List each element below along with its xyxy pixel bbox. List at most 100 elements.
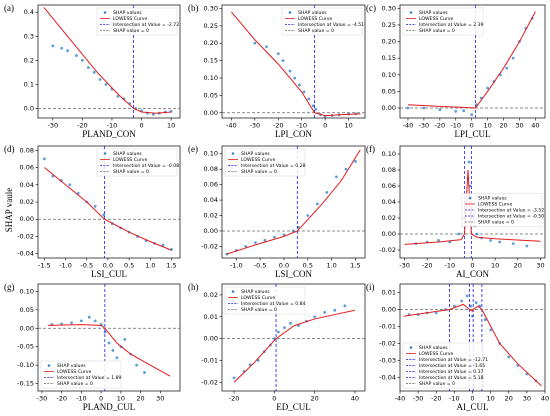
legend-label: Intersection at Value = -1.65 bbox=[419, 363, 485, 369]
y-tick-label: 0.00 bbox=[20, 324, 34, 332]
plot-area bbox=[400, 5, 545, 118]
shap-point bbox=[297, 83, 301, 87]
lowess-curve bbox=[403, 303, 542, 387]
legend-box bbox=[96, 148, 178, 177]
panel: 0.00 0.05 0.10 0.15 0.20 0.25 0.30 -40 -30 -20 -10… bbox=[366, 3, 546, 139]
shap-point bbox=[525, 244, 529, 248]
lowess-curve bbox=[233, 309, 356, 383]
x-tick-label: 30 bbox=[156, 395, 164, 403]
x-tick-label: -20 bbox=[229, 395, 240, 403]
y-tick-label: 0.00 bbox=[204, 109, 218, 117]
x-tick-label: 20 bbox=[514, 262, 522, 270]
shap-point bbox=[51, 44, 55, 48]
x-tick-label: 1.5 bbox=[166, 262, 176, 270]
shap-point bbox=[75, 54, 78, 57]
plot-frame bbox=[221, 145, 366, 259]
y-tick-label: 0.00 bbox=[382, 104, 396, 112]
y-tick-label: -0.05 bbox=[17, 343, 34, 351]
y-tick-label: 0.00 bbox=[204, 335, 218, 343]
panel-label: (f) bbox=[366, 144, 375, 154]
x-tick-label: 40 bbox=[351, 395, 359, 403]
legend-marker bbox=[103, 11, 107, 14]
x-axis-label: LSI_CON bbox=[275, 269, 313, 279]
legend-label: SHAP values bbox=[419, 10, 448, 16]
x-tick-label: -10 bbox=[445, 262, 456, 270]
lowess-curve bbox=[407, 11, 536, 109]
panel: -0.02 0.00 0.02 0.04 0.06 0.08 0.10 -30 -20 -10 0 1… bbox=[366, 144, 546, 279]
legend-label: LOWESS Curve bbox=[478, 202, 512, 208]
plot-frame bbox=[37, 4, 181, 119]
legend-box bbox=[461, 193, 543, 227]
x-tick-label: -10 bbox=[76, 395, 87, 403]
legend-label: Intersection at Value = 0.84 bbox=[241, 301, 306, 307]
shap-point bbox=[232, 376, 236, 380]
shap-point bbox=[263, 238, 267, 242]
y-tick-label: -0.04 bbox=[17, 250, 34, 258]
x-tick-label: 40 bbox=[531, 122, 539, 130]
legend-label: SHAP values bbox=[478, 196, 507, 202]
legend-label: SHAP values bbox=[241, 289, 270, 295]
y-tick-label: 0.15 bbox=[204, 57, 218, 65]
x-tick-label: -10 bbox=[107, 122, 118, 130]
legend-marker bbox=[103, 152, 107, 155]
x-tick-label: 20 bbox=[505, 395, 513, 403]
x-tick-label: -0.5 bbox=[80, 262, 93, 270]
legend-label: SHAP values bbox=[298, 10, 327, 16]
shap-point bbox=[86, 66, 90, 69]
plot-area bbox=[38, 284, 180, 391]
shap-point bbox=[434, 311, 438, 315]
x-tick-label: 0 bbox=[139, 122, 143, 130]
legend-label: SHAP value = 0 bbox=[241, 307, 277, 313]
x-tick-label: 20 bbox=[499, 122, 507, 130]
x-axis-label: LSI_CUL bbox=[91, 269, 127, 279]
shap-point bbox=[87, 315, 91, 319]
legend-label: SHAP values bbox=[113, 151, 142, 157]
legend-label: LOWESS Curve bbox=[113, 157, 147, 163]
shap-point bbox=[253, 41, 257, 45]
plot-area bbox=[400, 284, 545, 391]
shap-point bbox=[273, 235, 276, 239]
lowess-curve bbox=[230, 11, 361, 117]
legend-marker bbox=[468, 196, 472, 200]
x-tick-label: 10 bbox=[486, 395, 494, 403]
shap-point bbox=[475, 232, 479, 236]
legend-label: SHAP value = 0 bbox=[241, 169, 277, 175]
x-tick-label: 10 bbox=[344, 122, 352, 130]
y-tick-label: 0.08 bbox=[204, 165, 218, 173]
shap-point bbox=[42, 157, 46, 161]
shap-point bbox=[468, 184, 472, 188]
legend-label: Intersection at Value = 0.37 bbox=[419, 369, 484, 375]
legend-label: Intersection at Value = -0.50 bbox=[478, 214, 544, 220]
x-tick-label: -10 bbox=[296, 122, 307, 130]
panel: -0.04 -0.02 0.00 0.02 0.04 0.06 0.08 -1.5 -1.0 -0… bbox=[4, 144, 181, 279]
legend-box bbox=[40, 360, 122, 389]
y-tick-label: 0.06 bbox=[204, 181, 218, 189]
shap-point bbox=[470, 113, 474, 117]
legend-label: Intersection at Value = 0.28 bbox=[241, 163, 306, 169]
legend-label: SHAP value = 0 bbox=[419, 28, 455, 34]
shap-point bbox=[256, 359, 260, 362]
shap-point bbox=[462, 109, 466, 113]
x-tick-label: -40 bbox=[403, 122, 414, 130]
shap-point bbox=[79, 319, 83, 323]
shap-point bbox=[483, 318, 487, 322]
y-tick-label: 0.3 bbox=[24, 32, 34, 40]
y-tick-label: 0.02 bbox=[204, 291, 218, 299]
y-tick-label: -0.15 bbox=[17, 380, 34, 388]
y-tick-label: -0.02 bbox=[201, 378, 218, 386]
lowess-curve bbox=[226, 149, 361, 255]
legend-marker bbox=[231, 152, 235, 155]
legend-label: SHAP values bbox=[241, 151, 270, 157]
x-tick-label: -1.0 bbox=[59, 262, 72, 270]
shap-point bbox=[151, 112, 155, 116]
shap-point bbox=[161, 243, 165, 247]
legend-label: LOWESS Curve bbox=[298, 16, 332, 22]
shap-point bbox=[102, 213, 106, 217]
lowess-curve bbox=[43, 7, 172, 114]
shap-point bbox=[489, 239, 493, 242]
y-tick-label: -0.02 bbox=[379, 246, 396, 254]
x-tick-label: 20 bbox=[136, 395, 144, 403]
x-axis-label: ED_CUL bbox=[276, 402, 311, 412]
x-tick-label: -1.0 bbox=[230, 262, 243, 270]
y-tick-label: -0.01 bbox=[201, 356, 218, 364]
